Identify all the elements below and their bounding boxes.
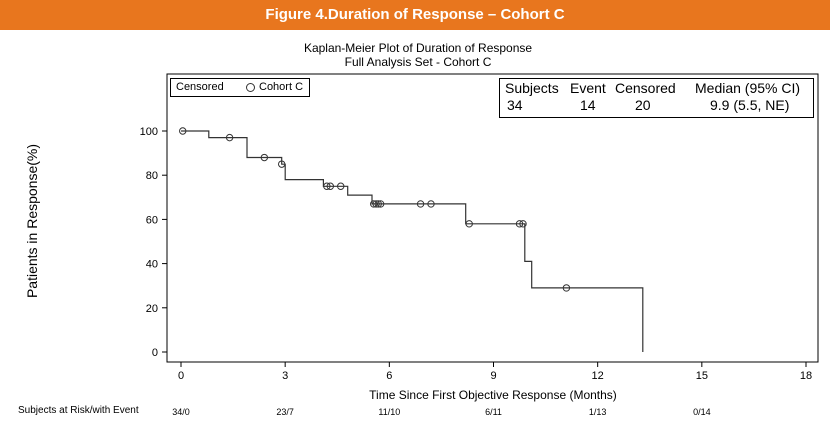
x-tick-label: 0	[178, 370, 184, 382]
y-tick-label: 20	[146, 303, 158, 315]
censor-marker	[416, 200, 425, 208]
censor-marker	[277, 160, 286, 168]
censor-marker	[179, 127, 187, 135]
censor-marker-icon	[246, 83, 255, 92]
plot-frame	[166, 73, 819, 363]
x-tick-label: 15	[696, 370, 708, 382]
stats-header-subjects: Subjects	[505, 80, 559, 96]
stats-value-median: 9.9 (5.5, NE)	[710, 97, 790, 113]
legend-entry: Cohort C	[259, 81, 304, 93]
censor-marker	[515, 220, 524, 228]
chart-title: Kaplan-Meier Plot of Duration of Respons…	[303, 41, 533, 55]
x-tick-label: 6	[386, 370, 392, 382]
x-tick-label: 3	[282, 370, 288, 382]
x-axis-label: Time Since First Objective Response (Mon…	[369, 388, 617, 402]
stats-value-censored: 20	[635, 97, 651, 113]
stats-value-event: 14	[580, 97, 596, 113]
censor-marker	[260, 153, 269, 162]
censor-marker	[376, 200, 385, 208]
y-axis-label: Patients in Response(%)	[24, 143, 40, 299]
risk-value: 34/0	[172, 407, 190, 417]
risk-value: 0/14	[693, 407, 711, 417]
risk-value: 1/13	[589, 407, 607, 417]
y-tick-label: 40	[146, 259, 158, 271]
chart-subtitle: Full Analysis Set - Cohort C	[344, 55, 492, 69]
y-tick-label: 80	[146, 170, 158, 182]
x-tick-label: 9	[490, 370, 496, 382]
censor-marker	[337, 182, 345, 190]
stats-header-median: Median (95% CI)	[695, 80, 801, 96]
censor-marker	[323, 182, 331, 190]
censor-marker	[562, 284, 571, 292]
risk-table-label: Subjects at Risk/with Event	[18, 405, 139, 416]
censor-marker	[326, 182, 335, 190]
risk-value: 6/11	[485, 407, 502, 417]
legend-title: Censored	[176, 81, 224, 93]
y-tick-label: 60	[146, 214, 158, 226]
stats-header-censored: Censored	[615, 80, 676, 96]
censor-marker	[374, 200, 382, 208]
x-tick-label: 12	[592, 370, 604, 382]
km-step-line	[181, 130, 644, 352]
y-tick-label: 100	[140, 126, 158, 138]
censor-marker	[370, 200, 378, 208]
stats-header-event: Event	[570, 80, 606, 96]
stats-table: Subjects Event Censored Median (95% CI) …	[499, 78, 814, 118]
x-tick-label: 18	[800, 370, 812, 382]
risk-value: 23/7	[276, 407, 294, 417]
censor-marker	[519, 220, 527, 228]
censor-marker	[372, 200, 380, 208]
legend: Censored Cohort C	[170, 78, 310, 97]
risk-value: 11/10	[378, 407, 400, 417]
figure-title: Figure 4.Duration of Response – Cohort C	[265, 6, 565, 23]
figure-banner: Figure 4.Duration of Response – Cohort C	[0, 0, 830, 30]
y-tick-label: 0	[152, 347, 158, 359]
censor-marker	[427, 200, 435, 208]
censor-marker	[225, 133, 234, 142]
censor-marker	[465, 220, 473, 228]
stats-value-subjects: 34	[507, 97, 523, 113]
